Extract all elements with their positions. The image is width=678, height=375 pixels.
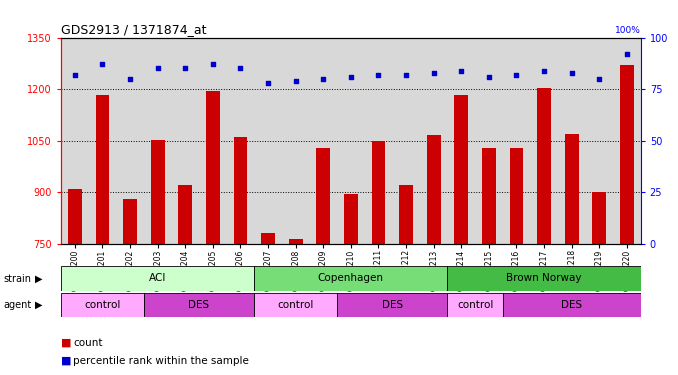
Bar [233,137,247,244]
Point [622,51,633,57]
Text: ■: ■ [61,356,71,366]
Point [97,61,108,68]
Point [401,72,412,78]
Bar [565,135,578,244]
Point [428,70,439,76]
Text: ▶: ▶ [35,300,43,310]
Point [235,65,246,71]
Point [69,72,80,78]
Text: count: count [73,338,103,348]
Point [483,74,494,80]
Text: control: control [277,300,314,310]
Bar [372,141,385,244]
Bar [399,185,413,244]
Point [456,68,466,74]
Text: control: control [457,300,494,310]
Point [125,76,136,82]
Bar [337,292,447,317]
Point [538,68,549,74]
Bar [510,147,523,244]
Point [594,76,605,82]
Text: strain: strain [3,274,31,284]
Bar [593,192,606,244]
Point [373,72,384,78]
Bar [317,147,330,244]
Bar [151,140,165,244]
Bar [144,292,254,317]
Bar [123,199,137,244]
Text: ▶: ▶ [35,274,43,284]
Text: control: control [84,300,121,310]
Text: DES: DES [382,300,403,310]
Bar [68,189,82,244]
Point [345,74,357,80]
Text: ■: ■ [61,338,71,348]
Text: GDS2913 / 1371874_at: GDS2913 / 1371874_at [61,23,207,36]
Bar [426,135,441,244]
Text: DES: DES [561,300,582,310]
Bar [537,88,551,244]
Bar [61,292,144,317]
Point [180,65,191,71]
Point [262,80,273,86]
Point [207,61,218,68]
Point [566,70,577,76]
Bar [254,292,337,317]
Bar [61,266,254,291]
Bar [289,239,302,244]
Bar [261,233,275,244]
Point [318,76,329,82]
Text: Brown Norway: Brown Norway [506,273,582,284]
Point [511,72,522,78]
Bar [454,95,468,244]
Text: ACI: ACI [149,273,166,284]
Bar [344,194,358,244]
Bar [206,91,220,244]
Bar [447,266,641,291]
Text: percentile rank within the sample: percentile rank within the sample [73,356,249,366]
Bar [482,147,496,244]
Bar [96,95,109,244]
Bar [502,292,641,317]
Text: agent: agent [3,300,32,310]
Bar [447,292,502,317]
Point [152,65,163,71]
Bar [178,185,192,244]
Point [290,78,301,84]
Bar [620,65,634,244]
Text: 100%: 100% [615,27,641,36]
Text: Copenhagen: Copenhagen [318,273,384,284]
Bar [254,266,447,291]
Text: DES: DES [188,300,210,310]
